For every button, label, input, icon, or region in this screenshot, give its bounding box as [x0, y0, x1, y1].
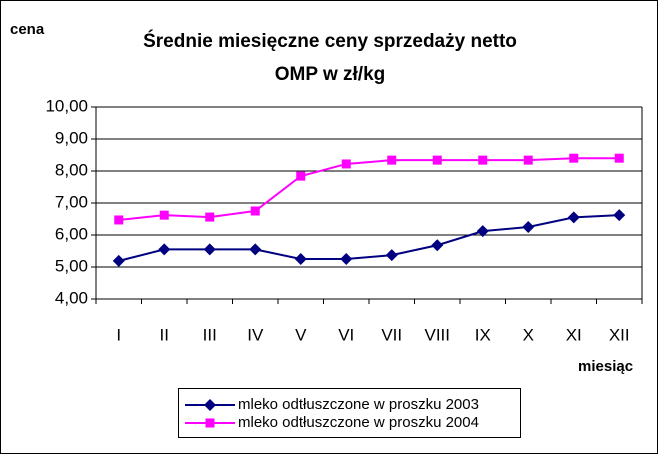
point	[431, 239, 444, 252]
x-tick-label: I	[116, 325, 121, 344]
point	[158, 243, 171, 256]
x-tick-label: II	[160, 325, 169, 344]
y-tick-label: 6,00	[55, 224, 88, 243]
x-tick-label: IV	[247, 325, 264, 344]
point	[569, 153, 579, 163]
point	[385, 249, 398, 262]
point	[476, 225, 489, 238]
chart-title: Średnie miesięczne ceny sprzedaży netto	[143, 30, 517, 52]
point	[250, 206, 260, 216]
point	[112, 254, 125, 267]
point	[294, 253, 307, 265]
x-tick-label: III	[203, 325, 217, 344]
y-tick-label: 5,00	[55, 256, 88, 275]
x-tick-label: IX	[475, 325, 491, 344]
point	[523, 155, 533, 165]
point	[296, 171, 306, 181]
point	[341, 159, 351, 169]
x-tick-label: VI	[338, 325, 354, 344]
y-tick-label: 9,00	[55, 128, 88, 147]
point	[567, 211, 580, 224]
y-tick-label: 4,00	[55, 288, 88, 307]
point	[205, 418, 215, 428]
y-tick-label: 8,00	[55, 160, 88, 179]
y-tick-label: 7,00	[55, 192, 88, 211]
series-line	[118, 157, 620, 221]
point	[249, 243, 262, 256]
legend-label: mleko odtłuszczone w proszku 2004	[238, 414, 479, 431]
x-tick-label: VIII	[424, 325, 450, 344]
chart-title: OMP w zł/kg	[275, 64, 386, 85]
legend-label: mleko odtłuszczone w proszku 2003	[238, 396, 479, 413]
x-tick-label: XI	[566, 325, 582, 344]
legend-box	[178, 388, 521, 438]
point	[205, 212, 215, 222]
x-tick-label: XII	[609, 325, 630, 344]
x-tick-label: X	[523, 325, 534, 344]
point	[614, 153, 624, 163]
point	[114, 215, 124, 225]
point	[159, 210, 169, 220]
point	[340, 253, 353, 265]
x-tick-label: V	[295, 325, 307, 344]
point	[387, 155, 397, 165]
x-axis-label: miesiąc	[578, 358, 633, 375]
point	[432, 155, 442, 165]
y-axis-label: cena	[10, 21, 45, 38]
point	[478, 155, 488, 165]
series-line	[118, 214, 620, 262]
point	[203, 243, 216, 256]
point	[204, 399, 216, 411]
y-tick-label: 10,00	[45, 96, 88, 115]
x-tick-label: VII	[381, 325, 402, 344]
point	[522, 221, 535, 233]
point	[613, 209, 626, 222]
